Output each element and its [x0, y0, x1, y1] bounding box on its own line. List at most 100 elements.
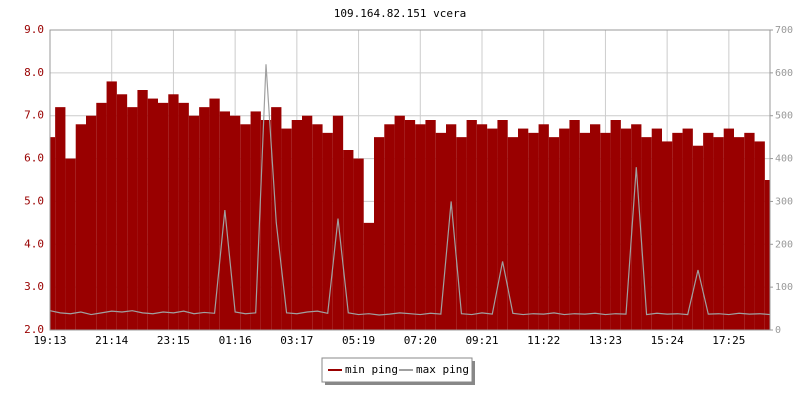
x-tick-label: 03:17 — [280, 334, 313, 347]
bar — [651, 128, 662, 330]
bar — [600, 132, 611, 330]
bar — [353, 158, 364, 330]
bar — [548, 137, 560, 330]
y2-tick-label: 700 — [775, 25, 793, 36]
y-tick-label: 7.0 — [24, 109, 44, 122]
bar — [456, 137, 467, 330]
bar — [302, 115, 313, 330]
bar — [723, 128, 734, 330]
bar — [158, 102, 169, 330]
bar — [394, 115, 405, 330]
x-tick-label: 19:13 — [33, 334, 66, 347]
bar — [50, 137, 56, 330]
bar — [692, 145, 704, 330]
y-tick-label: 5.0 — [24, 194, 44, 207]
bar — [86, 115, 97, 330]
bar — [137, 90, 148, 330]
bar — [487, 128, 498, 330]
legend — [321, 357, 473, 383]
bar — [96, 102, 107, 330]
legend-label: max ping — [416, 363, 469, 376]
x-tick-label: 23:15 — [157, 334, 190, 347]
bar — [672, 132, 683, 330]
y2-tick-label: 400 — [775, 154, 793, 165]
bar — [106, 81, 117, 330]
bar — [682, 128, 693, 330]
bar — [168, 94, 179, 331]
bar — [538, 124, 549, 331]
bar — [713, 137, 724, 330]
bar — [404, 120, 416, 330]
x-tick-label: 09:21 — [465, 334, 498, 347]
bar — [250, 111, 261, 330]
bar — [497, 120, 508, 330]
bar — [127, 107, 138, 331]
bar — [219, 111, 230, 330]
bar — [75, 124, 86, 331]
legend-label: min ping — [345, 363, 398, 376]
bar — [291, 120, 302, 330]
x-tick-label: 07:20 — [404, 334, 437, 347]
x-tick-label: 17:25 — [712, 334, 745, 347]
x-tick-label: 01:16 — [219, 334, 252, 347]
bar — [281, 128, 292, 330]
y-tick-label: 3.0 — [24, 280, 44, 293]
bar — [209, 98, 220, 330]
bar — [507, 137, 518, 330]
x-tick-label: 05:19 — [342, 334, 375, 347]
bar — [518, 128, 529, 330]
bar — [116, 94, 128, 331]
y2-tick-label: 600 — [775, 68, 793, 79]
plot-frame — [49, 29, 771, 331]
bar — [55, 107, 66, 331]
bar — [734, 137, 745, 330]
bar — [476, 124, 488, 331]
bar — [620, 128, 632, 330]
bar — [631, 124, 642, 331]
bar — [188, 115, 200, 330]
bar — [754, 141, 765, 330]
x-tick-label: 11:22 — [527, 334, 560, 347]
bar — [703, 132, 714, 330]
y2-tick-label: 200 — [775, 239, 793, 250]
y2-tick-label: 0 — [775, 325, 781, 336]
y2-tick-label: 100 — [775, 282, 793, 293]
bar — [446, 124, 457, 331]
y-tick-label: 9.0 — [24, 23, 44, 36]
bar — [312, 124, 323, 331]
bar — [662, 141, 673, 330]
bar — [199, 107, 210, 331]
bar — [240, 124, 251, 331]
x-tick-label: 21:14 — [95, 334, 128, 347]
bar — [425, 120, 436, 330]
bar — [230, 115, 241, 330]
bar — [590, 124, 601, 331]
bar — [610, 120, 621, 330]
y-tick-label: 8.0 — [24, 66, 44, 79]
bar — [363, 222, 374, 330]
y2-tick-label: 500 — [775, 111, 793, 122]
bar — [384, 124, 395, 331]
bar — [466, 120, 477, 330]
x-tick-label: 15:24 — [651, 334, 684, 347]
bar — [178, 102, 189, 330]
bar — [343, 150, 354, 330]
y-tick-label: 4.0 — [24, 237, 44, 250]
chart-title: 109.164.82.151 vcera — [334, 7, 466, 20]
y-tick-label: 2.0 — [24, 323, 44, 336]
bar — [147, 98, 158, 330]
bar — [641, 137, 652, 330]
bar — [374, 137, 385, 330]
bar — [528, 132, 539, 330]
bar — [559, 128, 570, 330]
y2-tick-label: 300 — [775, 196, 793, 207]
bar — [569, 120, 580, 330]
bar — [579, 132, 590, 330]
bar — [415, 124, 426, 331]
x-tick-label: 13:23 — [589, 334, 622, 347]
line — [49, 64, 771, 316]
y-tick-label: 6.0 — [24, 152, 44, 165]
bar — [322, 132, 333, 330]
